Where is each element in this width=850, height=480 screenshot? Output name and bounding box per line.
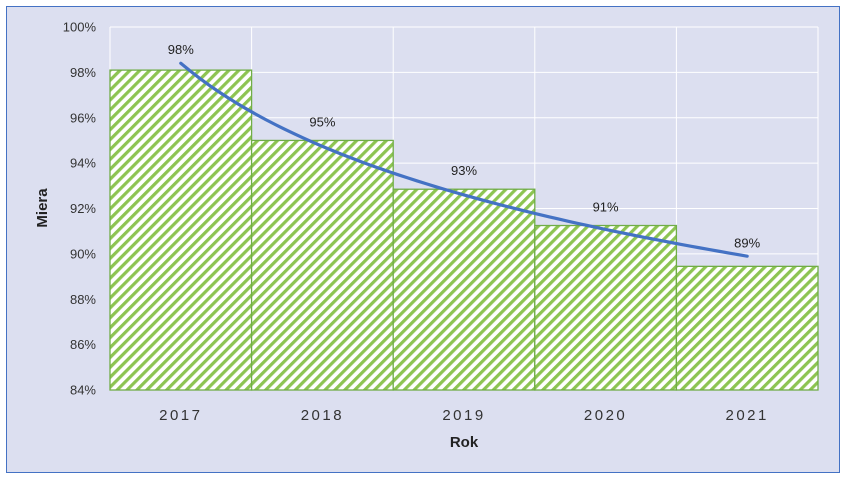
y-tick-label: 98% [70,65,96,80]
data-label: 93% [451,163,477,178]
bar-2021 [675,265,819,391]
x-tick-label: 2020 [584,407,627,424]
data-labels: 98% 95% 93% 91% 89% [168,42,761,250]
trendline [179,61,749,258]
trendline-group [179,61,749,258]
y-tick-label: 92% [70,201,96,216]
x-axis-title: Rok [450,434,479,451]
bar-2019 [392,188,536,391]
y-tick-label: 100% [63,20,97,35]
y-tick-label: 84% [70,383,96,398]
y-tick-label: 90% [70,246,96,261]
x-tick-label: 2019 [442,407,485,424]
y-tick-label: 86% [70,337,96,352]
bar-2020 [534,224,678,391]
y-axis-title: Miera [34,188,51,228]
bar-2018 [250,139,394,391]
bars [109,69,819,391]
bar-2017 [109,69,253,391]
y-tick-label: 94% [70,156,96,171]
y-tick-label: 88% [70,292,96,307]
y-axis-ticks: 84% 86% 88% 90% 92% 94% 96% 98% 100% [63,20,97,398]
x-axis-ticks: 2017 2018 2019 2020 2021 [159,407,769,424]
data-label: 95% [309,114,335,129]
y-tick-label: 96% [70,110,96,125]
data-label: 98% [168,42,194,57]
data-label: 91% [593,200,619,215]
data-label: 89% [734,235,760,250]
x-tick-label: 2018 [301,407,344,424]
x-tick-label: 2021 [726,407,769,424]
x-tick-label: 2017 [159,407,202,424]
